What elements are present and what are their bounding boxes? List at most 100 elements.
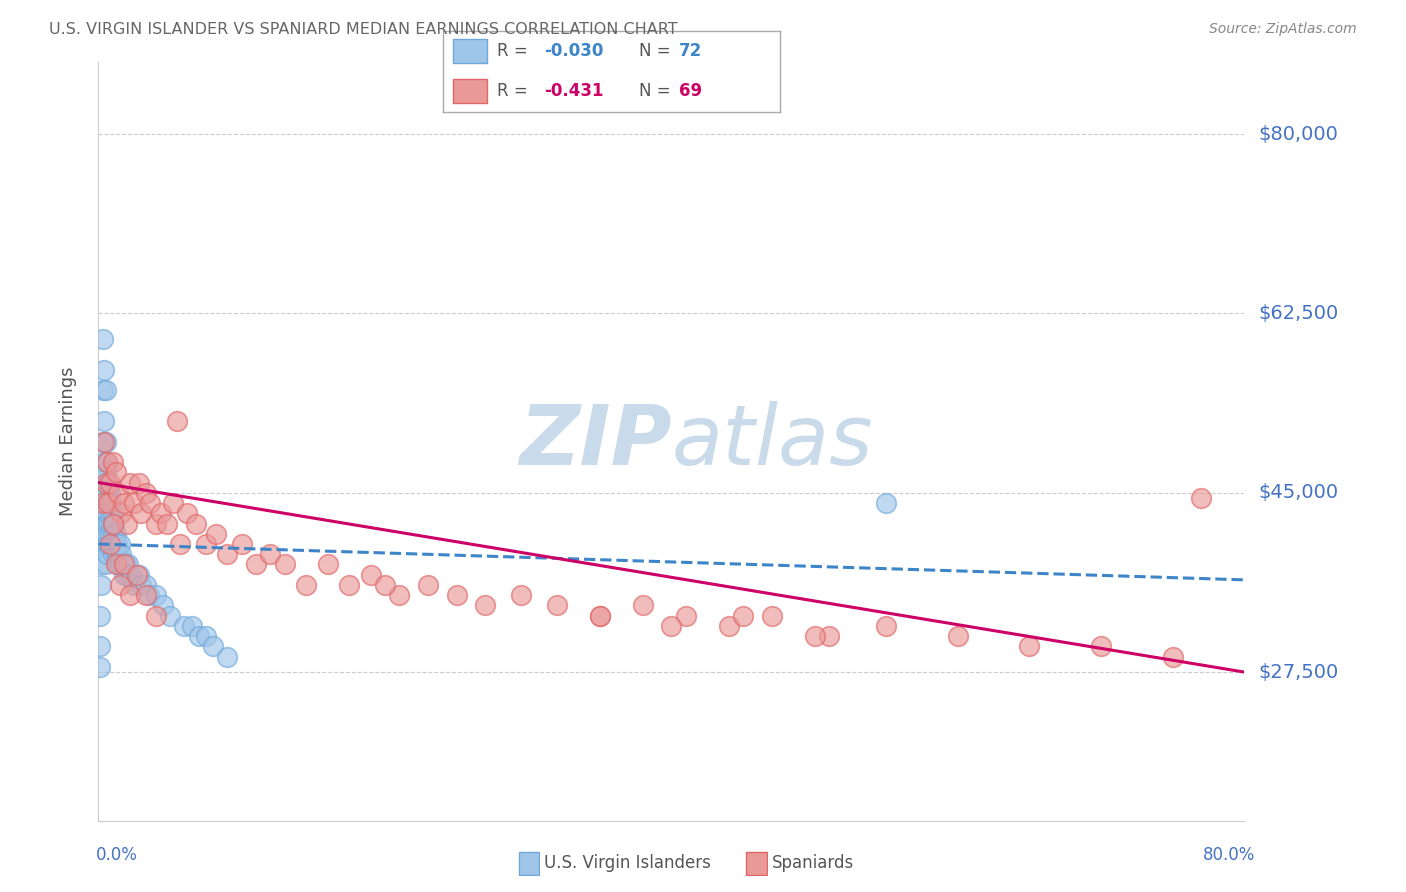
Point — [93, 516, 115, 531]
Point — [176, 506, 198, 520]
Point — [97, 496, 120, 510]
Point — [259, 547, 281, 561]
Point — [173, 619, 195, 633]
Point — [93, 414, 115, 428]
Point — [875, 619, 897, 633]
Text: -0.030: -0.030 — [544, 42, 603, 61]
Point — [1090, 640, 1112, 654]
Point — [93, 455, 115, 469]
Point — [90, 506, 112, 520]
Point — [96, 485, 118, 500]
Text: N =: N = — [638, 42, 675, 61]
Point — [803, 629, 825, 643]
Point — [231, 537, 253, 551]
Point — [114, 558, 136, 572]
Point — [104, 465, 127, 479]
Point — [128, 475, 150, 490]
Point — [104, 558, 127, 572]
Point — [108, 578, 131, 592]
Point — [131, 578, 153, 592]
Point — [159, 608, 181, 623]
Text: R =: R = — [496, 82, 533, 101]
Point — [96, 526, 118, 541]
Point — [187, 629, 209, 643]
Point — [717, 619, 740, 633]
Point — [661, 619, 683, 633]
Point — [96, 506, 118, 520]
Point — [93, 363, 115, 377]
Point — [731, 608, 754, 623]
Point — [90, 485, 112, 500]
Point — [135, 578, 157, 592]
Point — [145, 588, 167, 602]
Point — [94, 516, 117, 531]
Point — [91, 384, 114, 398]
Text: -0.431: -0.431 — [544, 82, 603, 101]
Point — [162, 496, 184, 510]
Point — [98, 475, 121, 490]
Point — [96, 547, 118, 561]
Point — [217, 649, 239, 664]
Point — [90, 537, 112, 551]
Point — [94, 434, 117, 449]
Point — [94, 496, 117, 510]
Point — [510, 588, 533, 602]
Point — [152, 599, 174, 613]
Point — [416, 578, 439, 592]
Point — [94, 384, 117, 398]
Point — [202, 640, 225, 654]
Point — [631, 599, 654, 613]
Point — [1161, 649, 1184, 664]
Point — [98, 537, 121, 551]
Point — [108, 537, 131, 551]
Point — [101, 547, 124, 561]
Point — [295, 578, 318, 592]
Text: $62,500: $62,500 — [1258, 304, 1339, 323]
Point — [90, 578, 112, 592]
Point — [89, 640, 111, 654]
Point — [107, 547, 129, 561]
Text: 72: 72 — [679, 42, 703, 61]
Point — [103, 537, 125, 551]
Point — [96, 455, 118, 469]
Point — [98, 485, 121, 500]
Point — [94, 475, 117, 490]
Point — [388, 588, 411, 602]
Point — [111, 558, 134, 572]
Point — [104, 526, 127, 541]
Text: $27,500: $27,500 — [1258, 663, 1339, 681]
Text: 80.0%: 80.0% — [1204, 846, 1256, 863]
Point — [91, 496, 114, 510]
Point — [118, 588, 141, 602]
Text: Source: ZipAtlas.com: Source: ZipAtlas.com — [1209, 22, 1357, 37]
Point — [135, 485, 157, 500]
Point — [96, 455, 118, 469]
Point — [273, 558, 295, 572]
Point — [1189, 491, 1212, 505]
Point — [139, 496, 162, 510]
Point — [101, 506, 124, 520]
Point — [94, 537, 117, 551]
Point — [100, 496, 122, 510]
Point — [110, 506, 132, 520]
Point — [115, 567, 138, 582]
Point — [316, 558, 339, 572]
Point — [194, 537, 217, 551]
Point — [90, 558, 112, 572]
Point — [98, 526, 121, 541]
Point — [156, 516, 179, 531]
Point — [1018, 640, 1040, 654]
Point — [93, 485, 115, 500]
Text: U.S. Virgin Islanders: U.S. Virgin Islanders — [544, 855, 711, 872]
Point — [103, 516, 125, 531]
Text: N =: N = — [638, 82, 675, 101]
Point — [217, 547, 239, 561]
Point — [166, 414, 188, 428]
Point — [818, 629, 841, 643]
Point — [446, 588, 468, 602]
Point — [97, 516, 120, 531]
Text: $45,000: $45,000 — [1258, 483, 1339, 502]
Point — [112, 496, 135, 510]
Point — [101, 455, 124, 469]
Point — [374, 578, 396, 592]
